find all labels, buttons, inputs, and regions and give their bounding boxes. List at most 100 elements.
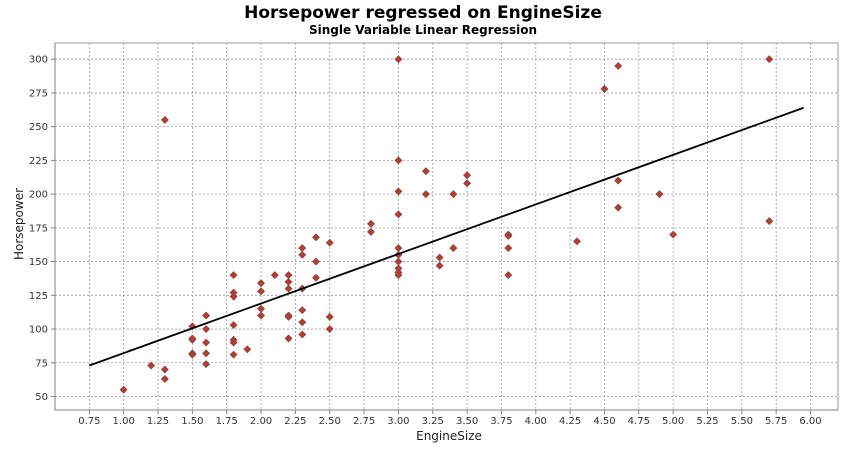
data-point	[298, 306, 307, 315]
x-tick-label: 1.75	[216, 416, 238, 427]
x-tick-label: 3.50	[456, 416, 478, 427]
data-point	[312, 273, 320, 282]
data-point	[325, 312, 334, 321]
grid	[55, 43, 838, 410]
data-point	[312, 233, 320, 242]
data-point	[270, 271, 279, 280]
data-point	[229, 321, 238, 329]
y-tick-label: 125	[29, 291, 48, 302]
data-point	[449, 190, 458, 199]
y-tick-label: 225	[29, 156, 48, 167]
data-point	[765, 217, 774, 226]
data-point	[229, 338, 238, 347]
data-point	[284, 312, 293, 321]
x-tick-label: 5.00	[662, 416, 684, 427]
x-tick-label: 4.00	[525, 416, 547, 427]
x-tick-label: 2.00	[250, 416, 272, 427]
data-point	[614, 61, 623, 70]
y-axis-label: Horsepower	[12, 188, 26, 260]
data-point	[243, 345, 252, 354]
data-point	[394, 271, 403, 280]
x-tick-label: 1.25	[147, 416, 169, 427]
y-tick-label: 50	[35, 392, 48, 403]
y-tick-label: 200	[29, 190, 48, 201]
x-tick-label: 2.75	[353, 416, 375, 427]
data-point	[147, 361, 156, 370]
data-point	[463, 171, 472, 180]
axes: 0.75 1.00 1.25 1.50 1.75 2.00 2.25 2.50 2.75 3.00…	[29, 43, 838, 427]
data-point	[257, 287, 266, 296]
data-point	[257, 311, 266, 320]
data-point	[284, 284, 293, 293]
data-point	[421, 167, 430, 176]
data-point	[600, 84, 609, 93]
x-tick-label: 1.00	[113, 416, 135, 427]
data-point	[202, 311, 211, 320]
data-point	[394, 156, 403, 165]
x-tick-label: 4.50	[593, 416, 615, 427]
y-tick-label: 275	[29, 88, 48, 99]
data-point	[573, 237, 581, 246]
data-point	[394, 187, 403, 196]
x-tick-label: 3.25	[422, 416, 444, 427]
data-point	[325, 325, 334, 334]
data-point	[394, 55, 403, 64]
data-point	[614, 203, 623, 212]
x-tick-label: 2.25	[284, 416, 306, 427]
data-point	[119, 385, 128, 394]
data-point	[188, 350, 197, 359]
x-tick-label: 6.00	[799, 416, 821, 427]
data-point	[463, 179, 472, 188]
x-tick-label: 5.75	[765, 416, 787, 427]
x-tick-label: 3.00	[387, 416, 409, 427]
regression-line	[89, 106, 804, 367]
x-tick-label: 0.75	[78, 416, 100, 427]
data-point	[504, 231, 513, 240]
data-point	[435, 253, 444, 262]
plot-area	[54, 42, 839, 411]
data-point	[366, 227, 375, 236]
x-tick-label: 2.50	[319, 416, 341, 427]
data-point	[298, 318, 307, 327]
data-point	[366, 219, 375, 228]
data-point	[188, 334, 197, 343]
data-point	[298, 250, 307, 259]
chart-subtitle: Single Variable Linear Regression	[309, 23, 537, 37]
data-point	[312, 257, 320, 266]
data-point	[188, 322, 197, 331]
data-point	[435, 261, 444, 270]
regression-line-group	[89, 106, 804, 367]
data-point	[669, 230, 678, 239]
data-point	[202, 338, 211, 347]
data-point	[394, 210, 403, 219]
data-points	[119, 55, 774, 394]
data-point	[257, 279, 266, 288]
data-point	[421, 190, 430, 199]
data-point	[202, 325, 211, 334]
y-tick-label: 175	[29, 223, 48, 234]
data-point	[298, 330, 307, 339]
data-point	[449, 244, 458, 253]
x-tick-label: 3.75	[490, 416, 512, 427]
y-tick-label: 75	[35, 358, 48, 369]
x-tick-label: 1.50	[181, 416, 203, 427]
data-point	[325, 238, 334, 247]
y-tick-label: 100	[29, 325, 48, 336]
data-point	[160, 375, 169, 383]
x-tick-label: 5.25	[696, 416, 718, 427]
y-tick-label: 250	[29, 122, 48, 133]
data-point	[614, 176, 623, 185]
data-point	[284, 334, 293, 343]
data-point	[160, 365, 169, 374]
data-point	[655, 190, 664, 199]
data-point	[202, 360, 211, 369]
y-tick-label: 150	[29, 257, 48, 268]
data-point	[229, 271, 238, 280]
x-axis-label: EngineSize	[416, 429, 482, 443]
data-point	[765, 55, 774, 64]
data-point	[504, 271, 513, 280]
data-point	[160, 115, 169, 124]
x-tick-label: 5.50	[731, 416, 753, 427]
